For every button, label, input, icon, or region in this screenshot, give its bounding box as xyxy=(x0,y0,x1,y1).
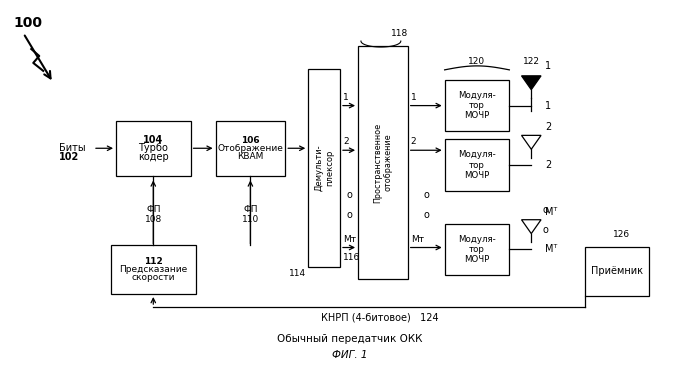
Text: о: о xyxy=(542,225,548,235)
Text: Обычный передатчик ОКК: Обычный передатчик ОКК xyxy=(277,334,423,344)
Text: Биты: Биты xyxy=(60,143,86,153)
Text: скорости: скорости xyxy=(132,273,175,282)
Text: 2: 2 xyxy=(343,137,349,146)
Text: 112: 112 xyxy=(144,257,162,266)
Text: 120: 120 xyxy=(468,57,486,66)
Bar xyxy=(216,121,286,176)
Text: 1: 1 xyxy=(343,93,349,102)
Text: Пространственное
отображение: Пространственное отображение xyxy=(373,123,393,203)
Text: о: о xyxy=(346,190,352,200)
Bar xyxy=(444,80,510,131)
Text: Модуля-
тор
МОЧР: Модуля- тор МОЧР xyxy=(458,235,496,264)
Text: 100: 100 xyxy=(13,16,42,30)
Bar xyxy=(444,224,510,275)
Text: Отображение: Отображение xyxy=(218,144,284,153)
Text: 1: 1 xyxy=(545,101,552,111)
Text: Mᵀ: Mᵀ xyxy=(545,207,557,217)
Text: 118: 118 xyxy=(391,29,408,38)
Text: ФИГ. 1: ФИГ. 1 xyxy=(332,350,368,360)
Text: о: о xyxy=(424,190,429,200)
Text: 1: 1 xyxy=(411,93,416,102)
Text: Mт: Mт xyxy=(411,235,424,243)
Bar xyxy=(444,139,510,191)
Text: 122: 122 xyxy=(524,57,540,66)
Text: 126: 126 xyxy=(613,229,631,239)
Text: Демульти-
плексор: Демульти- плексор xyxy=(314,145,334,191)
Text: 2: 2 xyxy=(545,122,552,132)
Text: 1: 1 xyxy=(545,61,552,71)
Text: Предсказание: Предсказание xyxy=(119,265,188,274)
Text: о: о xyxy=(542,205,548,215)
Text: Приёмник: Приёмник xyxy=(591,266,643,276)
Text: ФП
108: ФП 108 xyxy=(145,205,162,224)
Text: кодер: кодер xyxy=(138,152,169,162)
Bar xyxy=(308,69,340,267)
Bar xyxy=(116,121,190,176)
Text: Mт: Mт xyxy=(343,235,356,243)
Bar xyxy=(584,247,650,296)
Text: КВАМ: КВАМ xyxy=(237,152,264,161)
Bar xyxy=(358,46,408,279)
Text: Турбо: Турбо xyxy=(139,143,168,153)
Text: Mᵀ: Mᵀ xyxy=(545,244,557,254)
Text: 2: 2 xyxy=(411,137,416,146)
Text: Модуля-
тор
МОЧР: Модуля- тор МОЧР xyxy=(458,91,496,120)
Text: о: о xyxy=(424,210,429,220)
Text: КНРП (4-битовое)   124: КНРП (4-битовое) 124 xyxy=(321,312,439,322)
Text: 102: 102 xyxy=(60,152,79,162)
Text: 116: 116 xyxy=(343,253,360,262)
Text: Модуля-
тор
МОЧР: Модуля- тор МОЧР xyxy=(458,150,496,180)
Text: 114: 114 xyxy=(289,269,306,278)
Bar xyxy=(111,244,195,294)
Text: о: о xyxy=(346,210,352,220)
Text: 104: 104 xyxy=(144,135,163,145)
Text: ФП
110: ФП 110 xyxy=(241,205,259,224)
Text: 106: 106 xyxy=(241,136,260,145)
Polygon shape xyxy=(522,76,541,90)
Text: 2: 2 xyxy=(545,160,552,170)
